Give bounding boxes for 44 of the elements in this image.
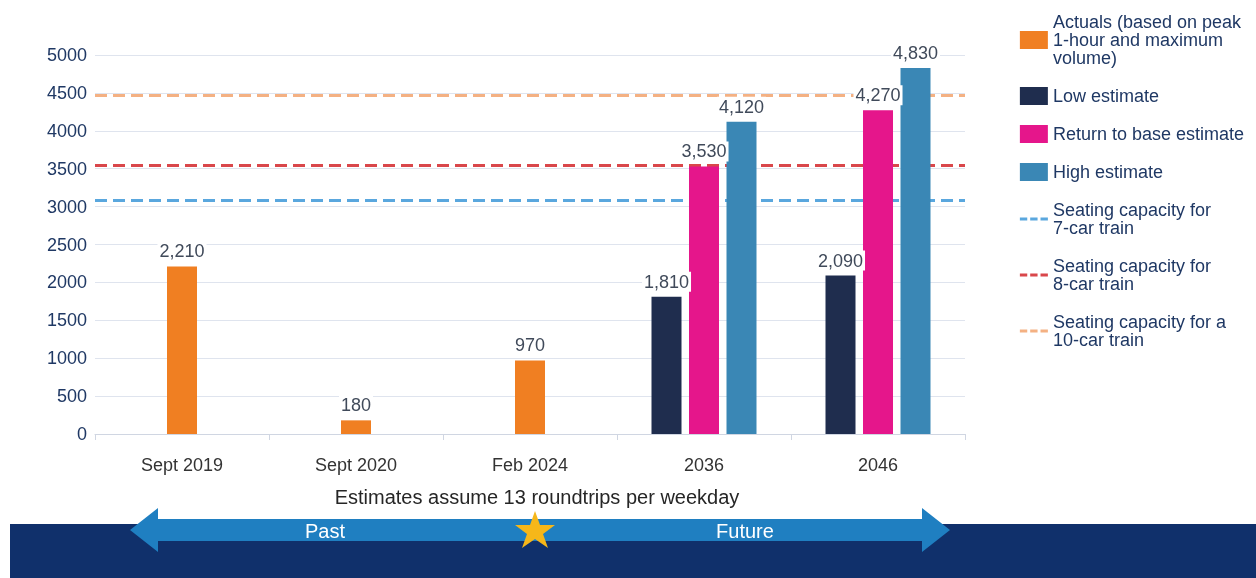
x-tick-label: 2046: [857, 455, 899, 475]
legend-label: Seating capacity for 7-car train: [1052, 200, 1216, 238]
legend-label: Actuals (based on peak 1-hour and maximum volume): [1052, 12, 1246, 68]
bar: [651, 296, 682, 434]
bar: [167, 266, 197, 434]
y-tick-label: 500: [56, 386, 87, 407]
data-label: 2,210: [159, 241, 205, 262]
bar: [863, 110, 893, 434]
y-tick-label: 4500: [46, 82, 87, 103]
text: Estimates assume 13 roundtrips per weekday: [334, 486, 740, 508]
data-label: 3,530: [681, 141, 727, 162]
legend-label: High estimate: [1052, 162, 1163, 182]
data-label: 970: [514, 335, 546, 356]
legend-label: Seating capacity for 8-car train: [1052, 256, 1216, 294]
data-label: 1,810: [643, 271, 690, 292]
bar: [900, 67, 931, 434]
x-tick-label: Feb 2024: [491, 455, 569, 475]
y-tick-label: 0: [76, 424, 87, 444]
bar: [825, 275, 856, 434]
data-label: 180: [340, 395, 372, 416]
text: Past: [304, 520, 346, 542]
legend-label: Seating capacity for a 10-car train: [1052, 312, 1231, 350]
data-label: 4,270: [855, 85, 901, 106]
bar: [341, 420, 371, 434]
y-tick-label: 2500: [46, 234, 87, 255]
data-label: 4,120: [718, 96, 765, 117]
legend-label: Return to base estimate: [1052, 124, 1244, 144]
data-label: 2,090: [817, 250, 864, 271]
y-tick-label: 3500: [46, 158, 87, 179]
y-tick-label: 1500: [46, 310, 87, 331]
y-tick-label: 3000: [46, 196, 87, 217]
y-tick-label: 4000: [46, 120, 87, 141]
x-tick-label: 2036: [683, 455, 725, 475]
legend-label: Low estimate: [1052, 86, 1159, 106]
y-tick-label: 1000: [46, 348, 87, 369]
bar: [726, 121, 757, 434]
bar: [689, 166, 719, 434]
x-tick-label: Sept 2019: [140, 455, 224, 475]
data-label: 4,830: [892, 42, 939, 63]
text: Future: [716, 520, 774, 542]
y-tick-label: 2000: [46, 272, 87, 293]
bar: [515, 360, 545, 434]
x-tick-label: Sept 2020: [314, 455, 398, 475]
y-tick-label: 5000: [46, 45, 87, 65]
